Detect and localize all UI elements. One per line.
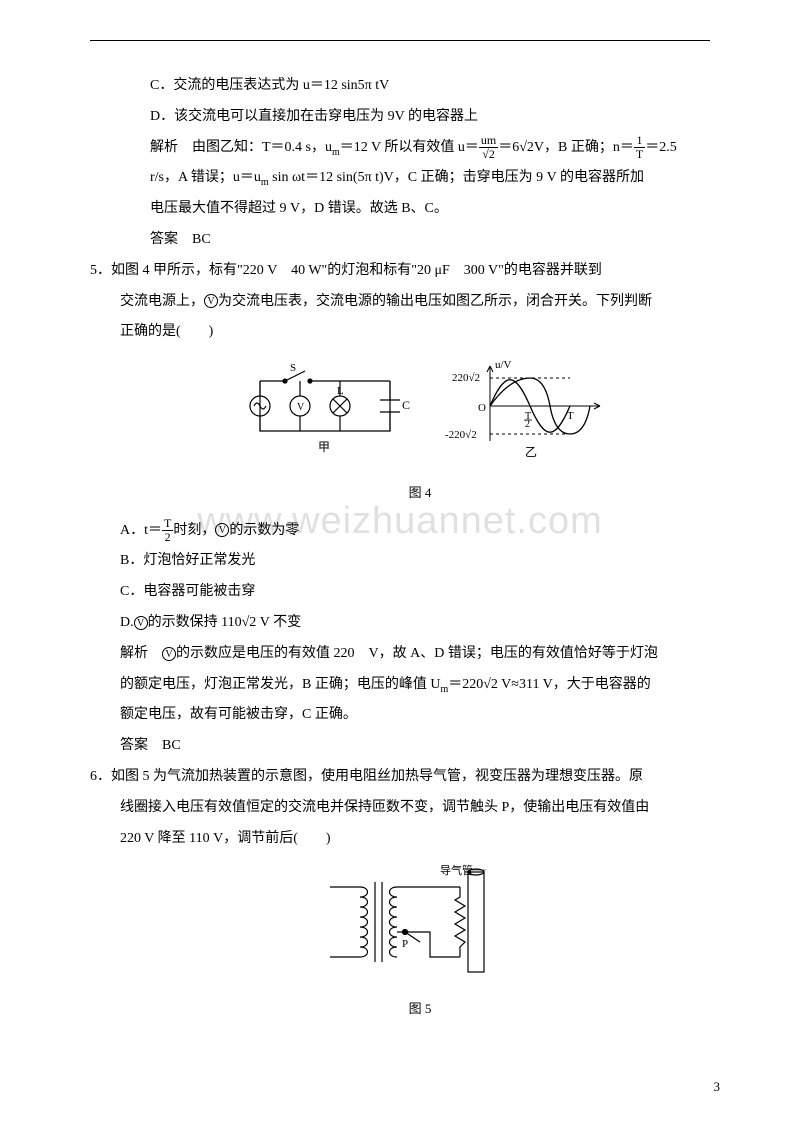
q5-ana-l2-end: ＝220√2 V≈311 V，大于电容器的	[448, 677, 651, 692]
q4-frac1-num: um	[479, 134, 498, 148]
figure-4: S V L C 甲	[120, 356, 720, 507]
figure-5-svg: P 导气管	[310, 862, 530, 982]
q4-frac2-den: T	[634, 148, 645, 161]
q5-optD-end: 的示数保持 110√2 V 不变	[148, 615, 302, 630]
q5-stem-line2: 交流电源上，V为交流电压表，交流电源的输出电压如图乙所示，闭合开关。下列判断	[120, 287, 720, 318]
q6-number: 6．	[90, 769, 111, 784]
q4-analysis-mid2: ＝6√2V，B 正确；n＝	[498, 140, 634, 155]
label-uV: u/V	[495, 359, 512, 371]
q5-stem-line3: 正确的是( )	[120, 317, 720, 348]
label-T: T	[567, 410, 574, 422]
page-number: 3	[714, 1073, 721, 1102]
svg-text:2: 2	[525, 419, 530, 430]
figure-4-svg: S V L C 甲	[230, 356, 610, 466]
q5-option-c: C．电容器可能被击穿	[120, 577, 720, 608]
figure-5: P 导气管 图 5	[120, 862, 720, 1023]
svg-text:V: V	[297, 402, 305, 413]
q5-answer: 答案 BC	[120, 731, 720, 762]
page-content: C．交流的电压表达式为 u＝12 sin5π tV D．该交流电可以直接加在击穿…	[120, 71, 720, 1024]
q5-analysis-line3: 额定电压，故有可能被击穿，C 正确。	[120, 700, 720, 731]
q4-l2-pre: r/s，A 错误；u＝u	[150, 170, 261, 185]
q5-stem2-pre: 交流电源上，	[120, 294, 204, 309]
q4-analysis-line2: r/s，A 错误；u＝um sin ωt＝12 sin(5π t)V，C 正确；…	[150, 163, 720, 194]
q6-stem-line1: 6．如图 5 为气流加热装置的示意图，使用电阻丝加热导气管，视变压器为理想变压器…	[90, 762, 720, 793]
voltmeter-icon: V	[215, 523, 229, 537]
label-C: C	[402, 398, 410, 412]
q6-stem-line2: 线圈接入电压有效值恒定的交流电并保持匝数不变，调节触头 P，使输出电压有效值由	[120, 793, 720, 824]
q5-optA-end: 的示数为零	[229, 523, 299, 538]
q4-frac1-den: √2	[479, 148, 498, 161]
q4-analysis-end1: ＝2.5	[645, 140, 677, 155]
label-O: O	[478, 402, 486, 414]
q4-answer: 答案 BC	[150, 225, 720, 256]
q5-stem1: 如图 4 甲所示，标有"220 V 40 W"的灯泡和标有"20 μF 300 …	[111, 263, 602, 278]
label-L: L	[337, 385, 344, 397]
q4-analysis-pre: 解析 由图乙知：T＝0.4 s，u	[150, 140, 332, 155]
q5-optD-pre: D.	[120, 615, 134, 630]
q5-option-d: D.V的示数保持 110√2 V 不变	[120, 608, 720, 639]
label-top: 220√2	[452, 372, 480, 384]
label-bot: -220√2	[445, 429, 477, 441]
q6-stem-line3: 220 V 降至 110 V，调节前后( )	[120, 824, 720, 855]
q5-option-b: B．灯泡恰好正常发光	[120, 546, 720, 577]
figure-4-caption: 图 4	[120, 479, 720, 508]
q5-optA-frac: T2	[162, 517, 173, 544]
voltmeter-icon: V	[204, 294, 218, 308]
q5-optA-frac-d: 2	[162, 531, 173, 544]
q4-analysis-mid1: ＝12 V 所以有效值 u＝	[340, 140, 479, 155]
q4-option-c: C．交流的电压表达式为 u＝12 sin5π tV	[150, 71, 720, 102]
label-S: S	[290, 362, 296, 374]
q4-analysis-line3: 电压最大值不得超过 9 V，D 错误。故选 B、C。	[150, 194, 720, 225]
q4-analysis-line1: 解析 由图乙知：T＝0.4 s，um＝12 V 所以有效值 u＝um√2＝6√2…	[150, 133, 720, 164]
q6-stem1: 如图 5 为气流加热装置的示意图，使用电阻丝加热导气管，视变压器为理想变压器。原	[111, 769, 643, 784]
voltmeter-icon: V	[134, 616, 148, 630]
q5-optA-mid: 时刻，	[173, 523, 215, 538]
q5-ana-pre: 解析	[120, 646, 162, 661]
q5-analysis-line2: 的额定电压，灯泡正常发光，B 正确；电压的峰值 Um＝220√2 V≈311 V…	[120, 670, 720, 701]
q5-ana-l2-pre: 的额定电压，灯泡正常发光，B 正确；电压的峰值 U	[120, 677, 440, 692]
q5-optA-pre: A．t＝	[120, 523, 162, 538]
q4-l2-mid: sin ωt＝12 sin(5π t)V，C 正确；击穿电压为 9 V 的电容器…	[269, 170, 644, 185]
label-jia: 甲	[318, 440, 330, 454]
figure-5-caption: 图 5	[120, 995, 720, 1024]
q5-option-a: A．t＝T2时刻，V的示数为零	[120, 516, 720, 547]
voltmeter-icon: V	[162, 647, 176, 661]
q5-optA-frac-n: T	[162, 517, 173, 531]
q5-stem2-mid: 为交流电压表，交流电源的输出电压如图乙所示，闭合开关。下列判断	[218, 294, 652, 309]
q4-frac2-num: 1	[634, 134, 645, 148]
q4-option-d: D．该交流电可以直接加在击穿电压为 9V 的电容器上	[150, 102, 720, 133]
q5-analysis-line1: 解析 V的示数应是电压的有效值 220 V，故 A、D 错误；电压的有效值恰好等…	[120, 639, 720, 670]
q4-l2-sub: m	[261, 177, 269, 188]
top-rule	[90, 40, 710, 41]
q4-frac1: um√2	[479, 134, 498, 161]
label-P: P	[402, 938, 408, 950]
q4-sub-m: m	[332, 146, 340, 157]
label-yi: 乙	[525, 445, 537, 459]
q5-number: 5．	[90, 263, 111, 278]
q5-stem-line1: 5．如图 4 甲所示，标有"220 V 40 W"的灯泡和标有"20 μF 30…	[90, 256, 720, 287]
q5-ana-mid1: 的示数应是电压的有效值 220 V，故 A、D 错误；电压的有效值恰好等于灯泡	[176, 646, 658, 661]
q4-frac2: 1T	[634, 134, 645, 161]
